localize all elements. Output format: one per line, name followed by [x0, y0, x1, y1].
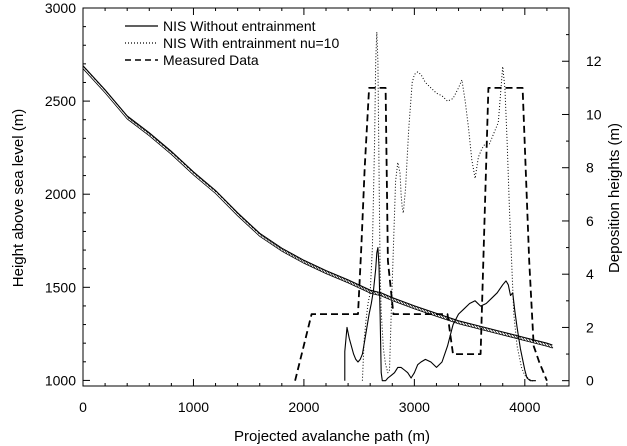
y-left-tick-label: 2000 [45, 186, 76, 202]
x-tick-label: 1000 [178, 399, 209, 415]
y-right-tick-label: 6 [586, 213, 594, 229]
x-tick-label: 3000 [399, 399, 430, 415]
y-right-tick-label: 0 [586, 373, 594, 389]
plot-lines [82, 31, 554, 382]
y-right-tick-label: 8 [586, 160, 594, 176]
x-axis: 0 1000 2000 3000 4000 [79, 8, 548, 415]
series-line-measured-data [294, 87, 548, 382]
x-axis-title: Projected avalanche path (m) [234, 428, 430, 445]
y-left-tick-label: 1500 [45, 279, 76, 295]
terrain-hatching [82, 65, 554, 349]
y-right-tick-label: 2 [586, 319, 594, 335]
y-left-tick-label: 2500 [45, 93, 76, 109]
y-right-tick-label: 4 [586, 266, 594, 282]
legend: NIS Without entrainment NIS With entrain… [125, 18, 339, 68]
terrain-ground-line [82, 68, 553, 349]
y-axis-left: 1000 1500 2000 2500 3000 [45, 0, 90, 388]
legend-label-without-entrainment: NIS Without entrainment [163, 18, 316, 34]
y-right-tick-label: 12 [586, 53, 602, 69]
y-right-tick-label: 10 [586, 106, 602, 122]
y-left-tick-label: 3000 [45, 0, 76, 16]
series-line-nis-without-entrainment [344, 247, 536, 382]
x-tick-label: 2000 [288, 399, 319, 415]
y-axis-right-title: Deposition heights (m) [606, 123, 623, 273]
legend-label-measured: Measured Data [163, 52, 259, 68]
x-tick-label: 0 [79, 399, 87, 415]
legend-label-with-entrainment: NIS With entrainment nu=10 [163, 35, 339, 51]
y-axis-left-title: Height above sea level (m) [10, 109, 27, 287]
y-axis-right: 0 2 4 6 8 10 12 [562, 34, 602, 389]
y-left-tick-label: 1000 [45, 372, 76, 388]
x-tick-label: 4000 [509, 399, 540, 415]
